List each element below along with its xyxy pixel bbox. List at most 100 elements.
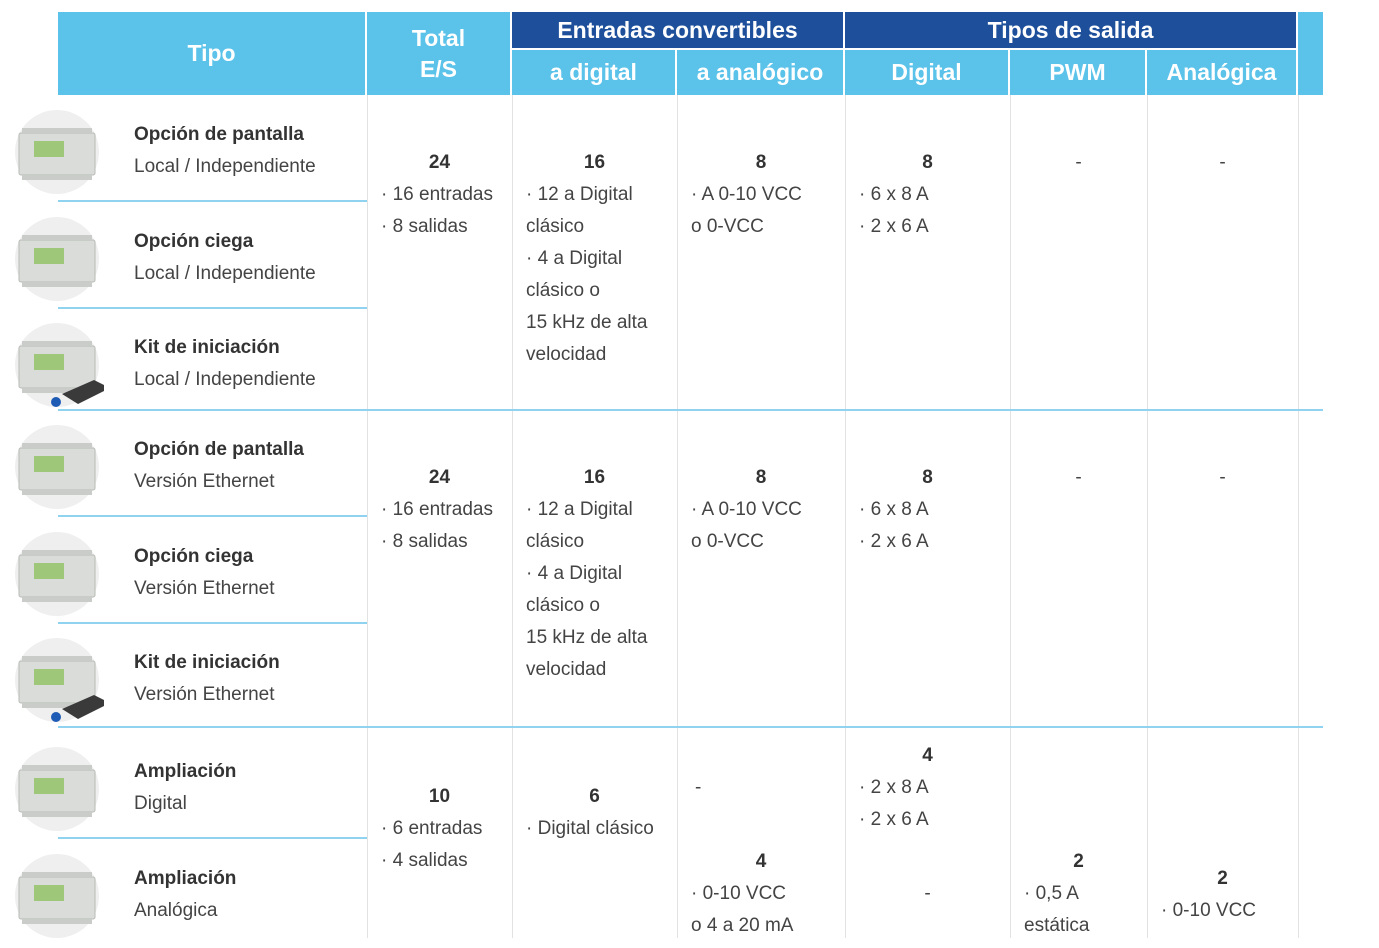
cell-line: · 6 entradas (381, 818, 483, 839)
product-name: Ampliación (134, 868, 237, 889)
header-text: Tipos de salida (987, 16, 1154, 43)
cell-line: · 0-10 VCC (691, 883, 787, 904)
cell-line: o 0-VCC (691, 531, 764, 552)
cell-line: · 0,5 A (1024, 883, 1079, 904)
cell-value: 10 (428, 786, 451, 807)
product-desc: Local / Independiente (134, 156, 316, 177)
product-desc: Digital (134, 793, 187, 814)
product-image (14, 424, 104, 514)
cell-line: velocidad (526, 659, 607, 680)
row-divider (58, 200, 367, 202)
column-divider (512, 95, 513, 938)
cell-line: o 4 a 20 mA (691, 915, 794, 936)
product-icon (15, 638, 110, 722)
cell-line: · 2 x 6 A (859, 531, 929, 552)
header-cell (1298, 12, 1323, 95)
column-divider (845, 95, 846, 938)
product-name: Kit de iniciación (134, 337, 280, 358)
cell-value: 4 (755, 851, 767, 872)
cell-line: · 8 salidas (381, 531, 468, 552)
product-name: Opción ciega (134, 230, 254, 252)
cell-line: · 2 x 6 A (859, 216, 929, 237)
product-name: Opción ciega (134, 545, 254, 567)
cell-value: 6 (589, 786, 600, 807)
header-text: Digital (891, 59, 962, 85)
column-divider (1147, 95, 1148, 938)
cell-value: 2 (1073, 851, 1084, 872)
cell-value: 4 (922, 745, 933, 766)
empty-dash: - (1075, 467, 1082, 488)
row-divider (58, 306, 367, 309)
header-text: Analógica (1166, 59, 1277, 85)
empty-dash: - (1219, 152, 1226, 173)
product-image (14, 853, 104, 943)
product-desc: Versión Ethernet (134, 684, 275, 705)
header-cell: Digital (845, 50, 1008, 95)
product-icon (15, 323, 110, 407)
header-cell: Total E/S (367, 12, 510, 95)
header-cell: Tipo (58, 12, 365, 95)
cell-line: · 2 x 8 A (859, 777, 929, 798)
cell-value: 16 (583, 152, 606, 173)
product-name: Opción de pantalla (134, 124, 304, 145)
cell-line: estática (1024, 915, 1090, 936)
cell-line: clásico o (526, 280, 600, 301)
cell-value: 24 (428, 467, 451, 488)
product-icon (15, 110, 99, 194)
product-icon (15, 747, 99, 831)
header-group: Tipos de salida (845, 12, 1296, 48)
header-text: Total (411, 24, 466, 51)
row-divider (58, 837, 367, 839)
empty-dash: - (1219, 467, 1226, 488)
product-icon (15, 854, 99, 938)
cell-line: · 16 entradas (381, 184, 493, 205)
cell-line: · 6 x 8 A (859, 499, 929, 520)
cell-line: 15 kHz de alta (526, 627, 648, 648)
cell-value: 8 (755, 467, 767, 488)
cell-value: 8 (922, 152, 933, 173)
cell-line: clásico (526, 216, 585, 237)
cell-line: · A 0-10 VCC (691, 499, 802, 520)
header-cell: PWM (1010, 50, 1145, 95)
empty-dash: - (924, 883, 931, 904)
product-icon (15, 531, 99, 616)
product-image (14, 637, 110, 727)
product-desc: Versión Ethernet (134, 471, 275, 492)
cell-line: · 12 a Digital (526, 499, 633, 520)
cell-line: · 16 entradas (381, 499, 493, 520)
header-group: Entradas convertibles (512, 12, 843, 48)
header-text: Tipo (187, 40, 236, 66)
product-image (14, 109, 104, 199)
row-divider (58, 621, 367, 624)
cell-value: 24 (428, 152, 451, 173)
cell-value: 16 (583, 467, 606, 488)
cell-line: · 2 x 6 A (859, 809, 929, 830)
column-divider (1010, 95, 1011, 938)
header-text: PWM (1049, 59, 1106, 85)
group-divider (58, 409, 1323, 411)
header-cell: a digital (512, 50, 675, 95)
cell-line: · 4 a Digital (526, 248, 623, 269)
empty-dash: - (1075, 152, 1082, 173)
cell-line: · 0-10 VCC (1161, 900, 1257, 921)
cell-value: 8 (755, 152, 767, 173)
cell-line: · 12 a Digital (526, 184, 633, 205)
cell-line: · 4 a Digital (526, 563, 623, 584)
product-name: Kit de iniciación (134, 652, 280, 673)
header-text: E/S (419, 55, 458, 82)
product-name: Opción de pantalla (134, 439, 304, 460)
product-desc: Local / Independiente (134, 369, 316, 390)
cell-line: · A 0-10 VCC (691, 184, 802, 205)
product-name: Ampliación (134, 761, 237, 782)
product-desc: Local / Independiente (134, 262, 316, 284)
header-cell: Analógica (1147, 50, 1296, 95)
product-icon (15, 216, 99, 301)
cell-line: · 6 x 8 A (859, 184, 929, 205)
header-cell: a analógico (677, 50, 843, 95)
product-image (14, 322, 110, 412)
product-desc: Versión Ethernet (134, 577, 275, 599)
product-image (14, 216, 104, 306)
cell-value: 2 (1217, 868, 1228, 889)
empty-dash: - (695, 777, 702, 798)
